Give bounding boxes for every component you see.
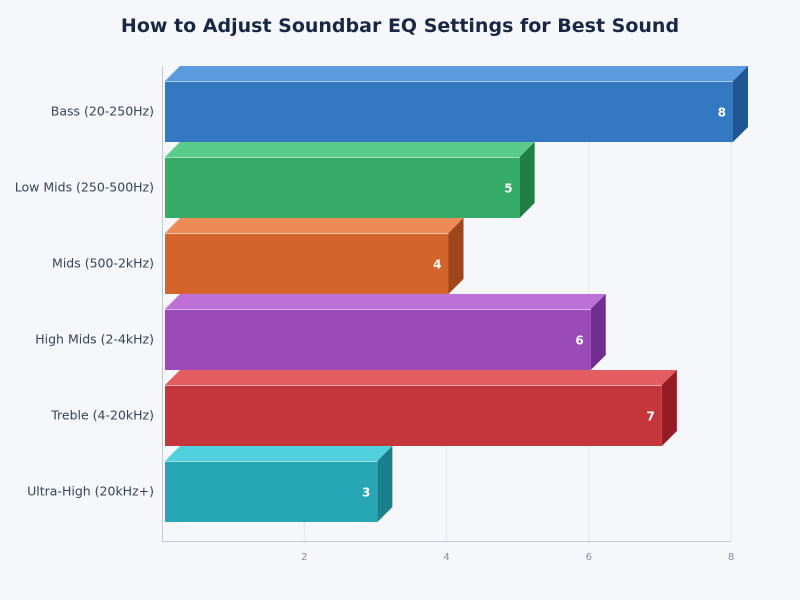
x-tick-label: 4 [443,552,449,563]
bar-front-face [165,461,378,522]
axes [162,66,731,542]
value-label: 3 [362,486,370,500]
bar-front-face [165,309,591,370]
category-label: Mids (500-2kHz) [52,256,154,271]
category-label: Treble (4-20kHz) [50,408,154,423]
bar: 8 [165,66,748,142]
bar-top-face [165,142,535,157]
bar-top-face [165,294,606,309]
bar-front-face [165,385,662,446]
bar: 6 [165,294,606,370]
category-label: Bass (20-250Hz) [51,104,154,119]
value-label: 7 [647,410,655,424]
bar-top-face [165,218,464,233]
bar-front-face [165,233,449,294]
bar-top-face [165,66,748,81]
bar-side-face [661,370,677,446]
bar: 7 [165,370,677,446]
x-tick-label: 6 [586,552,592,563]
value-label: 5 [504,182,512,196]
category-label: Low Mids (250-500Hz) [15,180,154,195]
category-label: High Mids (2-4kHz) [35,332,154,347]
x-tick-label: 2 [301,552,307,563]
category-label: Ultra-High (20kHz+) [27,484,154,499]
tick-labels: 2 4 6 8 [301,552,734,563]
bar-front-face [165,157,520,218]
value-label: 4 [433,258,441,272]
bar: 5 [165,142,535,218]
bar-side-face [377,446,393,522]
bar-side-face [448,218,464,294]
bar-side-face [519,142,535,218]
value-label: 8 [718,106,726,120]
bar: 4 [165,218,464,294]
bars: 8 5 4 6 7 3 [165,66,748,522]
bar-top-face [165,370,677,385]
bar-front-face [165,81,733,142]
category-labels: Bass (20-250Hz) Low Mids (250-500Hz) Mids … [15,104,154,499]
bar-side-face [733,66,748,142]
x-tick-label: 8 [728,552,734,563]
bar: 3 [165,446,393,522]
value-label: 6 [575,334,583,348]
bar-side-face [590,294,606,370]
chart-title: How to Adjust Soundbar EQ Settings for B… [120,15,680,37]
bar-top-face [165,446,393,461]
